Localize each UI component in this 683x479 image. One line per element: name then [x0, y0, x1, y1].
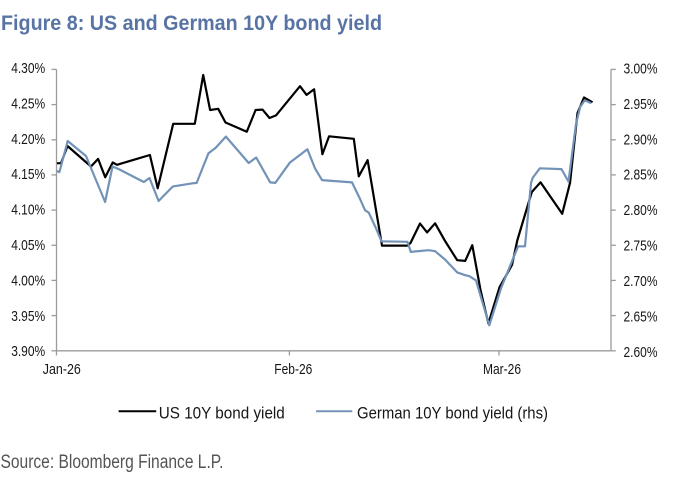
- svg-text:German 10Y bond yield (rhs): German 10Y bond yield (rhs): [357, 403, 548, 422]
- svg-text:2.90%: 2.90%: [624, 131, 658, 148]
- svg-text:2.85%: 2.85%: [624, 167, 658, 184]
- svg-text:4.05%: 4.05%: [11, 237, 45, 254]
- svg-text:Source: Bloomberg Finance L.P.: Source: Bloomberg Finance L.P.: [1, 452, 224, 473]
- svg-text:4.25%: 4.25%: [11, 95, 45, 112]
- svg-text:2.70%: 2.70%: [624, 273, 658, 290]
- svg-text:4.30%: 4.30%: [11, 60, 45, 77]
- svg-text:2.80%: 2.80%: [624, 202, 658, 219]
- svg-text:2.60%: 2.60%: [624, 344, 658, 361]
- svg-text:Feb-26: Feb-26: [274, 361, 312, 378]
- svg-text:Mar-26: Mar-26: [483, 361, 521, 378]
- svg-text:2.65%: 2.65%: [624, 309, 658, 326]
- svg-text:3.95%: 3.95%: [11, 308, 45, 325]
- svg-text:4.00%: 4.00%: [11, 272, 45, 289]
- svg-text:Jan-26: Jan-26: [43, 361, 81, 378]
- svg-text:3.90%: 3.90%: [11, 343, 45, 360]
- svg-text:4.20%: 4.20%: [11, 131, 45, 148]
- svg-text:4.10%: 4.10%: [11, 202, 45, 219]
- svg-text:3.00%: 3.00%: [624, 60, 658, 77]
- svg-text:Figure 8: US and German 10Y bo: Figure 8: US and German 10Y bond yield: [1, 12, 382, 35]
- svg-text:2.75%: 2.75%: [624, 238, 658, 255]
- svg-text:4.15%: 4.15%: [11, 166, 45, 183]
- svg-text:2.95%: 2.95%: [624, 96, 658, 113]
- svg-text:US 10Y bond yield: US 10Y bond yield: [159, 403, 285, 422]
